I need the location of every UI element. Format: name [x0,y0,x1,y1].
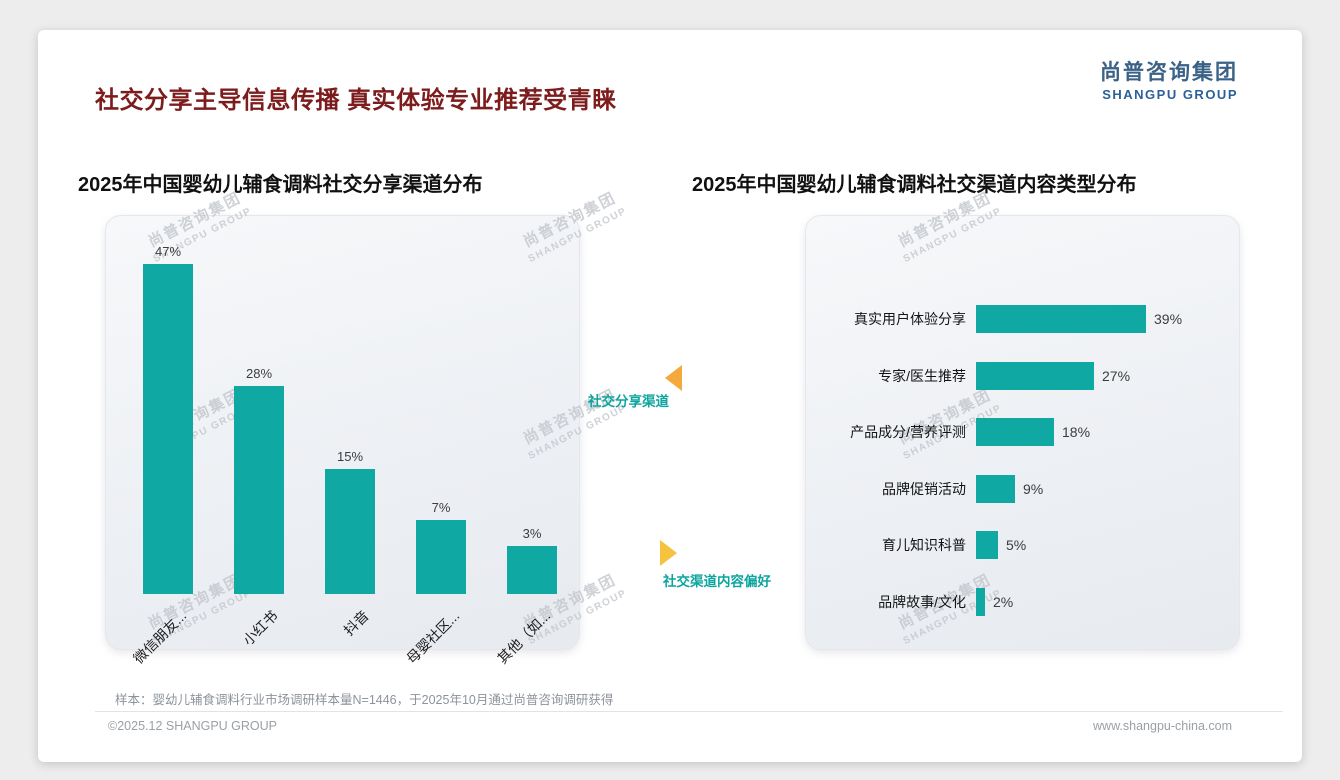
bar [976,305,1146,333]
left-chart-bars: 47% 微信朋友... 28% 小红书 15% 抖音 7% 母婴社区... 3% 其他（如... [106,216,579,667]
bar-value-label: 18% [1062,424,1091,440]
bar-value-label: 3% [522,526,542,541]
bar [143,264,193,594]
page-title: 社交分享主导信息传播 真实体验专业推荐受青睐 [95,87,617,114]
company-logo: 尚普咨询集团 SHANGPU GROUP [1100,56,1238,102]
bar [976,418,1054,446]
arrow-left-icon [665,365,682,391]
bar-value-label: 5% [1006,537,1027,553]
bar-row: 真实用户体验分享 39% [806,305,1239,333]
footer-copyright: ©2025.12 SHANGPU GROUP [108,719,277,733]
bar-value-label: 47% [154,244,182,259]
bar-value-label: 15% [336,449,364,464]
bar-value-label: 28% [245,366,273,381]
bar-category-label: 抖音 [340,607,372,639]
logo-en-text: SHANGPU GROUP [1102,87,1238,102]
bar-category-label: 品牌促销活动 [882,480,966,497]
right-chart-rows: 真实用户体验分享 39% 专家/医生推荐 27% 产品成分/营养评测 18% 品牌促销活动 9… [806,216,1239,649]
bar [416,520,466,594]
bar-category-label: 育儿知识科普 [882,537,966,553]
bar-category-label: 微信朋友... [130,607,190,667]
footer-divider [95,711,1283,712]
logo-cn-text: 尚普咨询集团 [1100,61,1238,84]
bar-value-label: 7% [431,500,451,515]
bar [976,361,1094,390]
bar-category-label: 母婴社区... [403,607,463,667]
bar [976,587,985,616]
bar-row: 品牌故事/文化 2% [806,587,1239,616]
left-chart-tag: 社交分享渠道 [588,394,669,409]
arrow-right-icon [660,540,677,566]
bar [325,469,375,594]
bar-value-label: 27% [1102,367,1131,384]
bar-category-label: 品牌故事/文化 [878,593,966,610]
bar [976,531,998,559]
footer-website[interactable]: www.shangpu-china.com [1093,719,1232,733]
bar-category-label: 小红书 [239,607,281,649]
bar [234,386,284,594]
bar-value-label: 39% [1154,311,1183,327]
bar-row: 品牌促销活动 9% [806,474,1239,503]
sample-note: 样本：婴幼儿辅食调料行业市场调研样本量N=1446，于2025年10月通过尚普咨… [115,693,614,707]
bar [976,474,1015,503]
slide-card: 尚普咨询集团 SHANGPU GROUP 尚普咨询集团 SHANGPU GROUP 尚普… [38,30,1302,762]
left-chart-panel: 47% 微信朋友... 28% 小红书 15% 抖音 7% 母婴社区... 3% 其他（如... [105,215,580,667]
right-chart-title: 2025年中国婴幼儿辅食调料社交渠道内容类型分布 [692,174,1137,196]
bar [507,546,557,594]
bar-category-label: 专家/医生推荐 [878,367,966,384]
bar-category-label: 真实用户体验分享 [854,311,966,327]
right-chart-panel: 真实用户体验分享 39% 专家/医生推荐 27% 产品成分/营养评测 18% 品牌促销活动 9… [805,215,1240,650]
bar-row: 育儿知识科普 5% [806,531,1239,559]
bar-category-label: 产品成分/营养评测 [850,424,966,440]
bar-category-label: 其他（如... [494,607,554,667]
bar-value-label: 2% [993,593,1014,610]
bar-row: 专家/医生推荐 27% [806,361,1239,390]
right-chart-tag: 社交渠道内容偏好 [663,574,771,589]
bar-value-label: 9% [1023,480,1044,497]
left-chart-title: 2025年中国婴幼儿辅食调料社交分享渠道分布 [78,174,483,196]
bar-row: 产品成分/营养评测 18% [806,418,1239,446]
